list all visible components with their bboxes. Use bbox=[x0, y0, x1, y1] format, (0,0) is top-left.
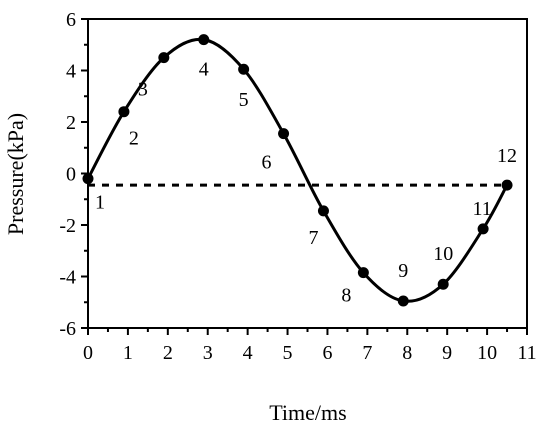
data-point-label: 6 bbox=[262, 152, 272, 174]
y-tick-label: -2 bbox=[59, 215, 76, 237]
y-tick-label: 6 bbox=[66, 9, 76, 31]
x-tick-label: 10 bbox=[477, 342, 497, 364]
data-point-marker bbox=[82, 173, 94, 185]
y-tick-label: 0 bbox=[66, 164, 76, 186]
data-point-label: 8 bbox=[341, 285, 351, 307]
x-tick-label: 0 bbox=[83, 342, 93, 364]
x-tick-label: 2 bbox=[163, 342, 173, 364]
data-point-marker bbox=[477, 223, 489, 235]
plot-frame bbox=[87, 18, 528, 329]
x-tick-label: 8 bbox=[402, 342, 412, 364]
data-point-label: 12 bbox=[497, 145, 517, 167]
x-tick-label: 11 bbox=[517, 342, 536, 364]
data-point-marker bbox=[397, 295, 409, 307]
y-axis: -6 -4 -2 0 2 4 6 bbox=[59, 9, 88, 340]
data-point-label: 3 bbox=[138, 79, 148, 101]
data-point-label: 4 bbox=[199, 59, 209, 81]
x-tick-label: 4 bbox=[243, 342, 253, 364]
y-tick-label: 4 bbox=[66, 61, 76, 83]
x-tick-label: 7 bbox=[362, 342, 372, 364]
data-point-label: 2 bbox=[129, 128, 139, 150]
data-point-marker bbox=[198, 34, 210, 46]
y-tick-label: -6 bbox=[59, 318, 76, 340]
data-point-marker bbox=[437, 278, 449, 290]
x-tick-label: 3 bbox=[203, 342, 213, 364]
x-tick-label: 6 bbox=[322, 342, 332, 364]
data-point-label: 11 bbox=[472, 198, 491, 220]
data-point-marker bbox=[118, 106, 130, 118]
x-tick-label: 5 bbox=[283, 342, 293, 364]
data-point-marker bbox=[501, 179, 513, 191]
data-point-marker bbox=[317, 205, 329, 217]
data-point-marker bbox=[158, 52, 170, 64]
x-axis-title: Time/ms bbox=[269, 400, 346, 425]
data-point-label: 10 bbox=[433, 243, 453, 265]
data-point-marker bbox=[357, 267, 369, 279]
y-axis-title: Pressure(kPa) bbox=[3, 113, 28, 235]
data-point-label: 5 bbox=[239, 89, 249, 111]
data-point-label: 1 bbox=[95, 192, 105, 214]
plot-area-border bbox=[87, 18, 528, 329]
y-tick-label: -4 bbox=[59, 267, 76, 289]
data-point-label: 7 bbox=[308, 227, 318, 249]
x-axis: 0 1 2 3 4 5 6 7 8 9 10 11 bbox=[83, 328, 537, 364]
series-markers bbox=[82, 34, 513, 307]
data-point-marker bbox=[238, 63, 250, 75]
data-point-label: 9 bbox=[398, 260, 408, 282]
y-tick-label: 2 bbox=[66, 112, 76, 134]
data-point-marker bbox=[278, 128, 290, 140]
x-tick-label: 1 bbox=[123, 342, 133, 364]
x-tick-label: 9 bbox=[442, 342, 452, 364]
